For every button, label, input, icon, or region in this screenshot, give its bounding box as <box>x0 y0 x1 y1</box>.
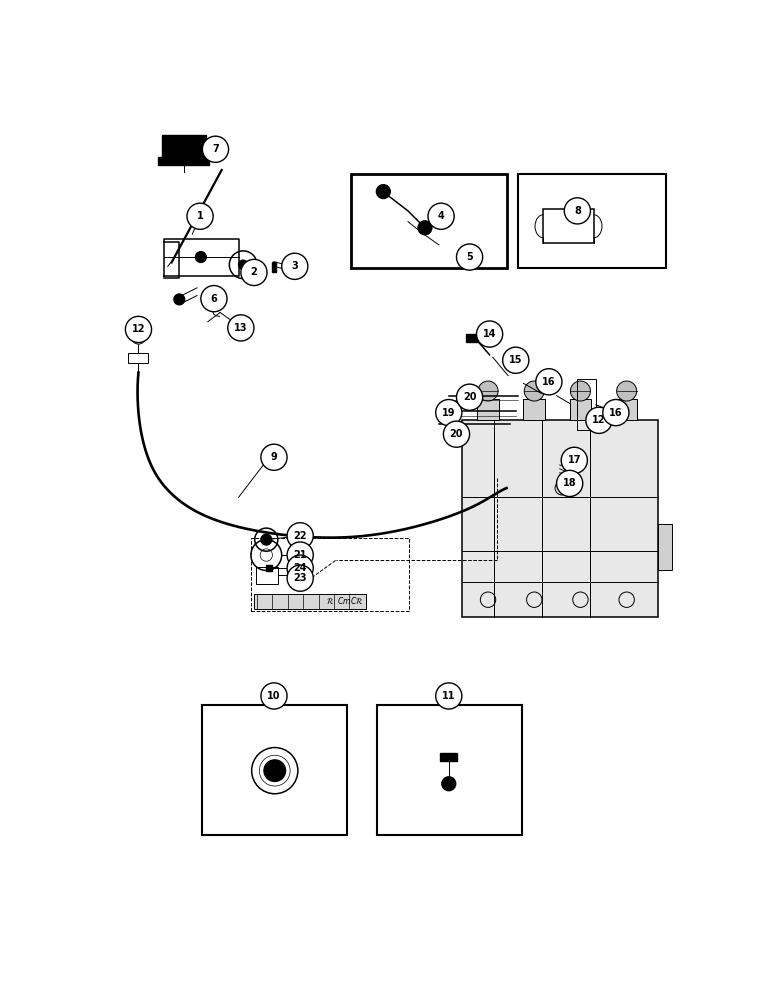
Text: 24: 24 <box>293 563 307 573</box>
Circle shape <box>435 400 462 426</box>
Bar <box>462 420 659 617</box>
Text: 10: 10 <box>267 691 281 701</box>
Text: 3: 3 <box>291 261 298 271</box>
Circle shape <box>586 407 612 433</box>
Circle shape <box>174 294 185 305</box>
Text: 20: 20 <box>450 429 463 439</box>
Circle shape <box>201 286 227 312</box>
Bar <box>161 135 206 158</box>
Bar <box>266 565 273 571</box>
Circle shape <box>536 369 562 395</box>
Circle shape <box>241 259 267 286</box>
Bar <box>202 705 347 835</box>
Bar <box>128 353 148 363</box>
Text: 21: 21 <box>293 550 307 560</box>
Text: 7: 7 <box>212 144 218 154</box>
Bar <box>616 399 638 420</box>
Text: 12: 12 <box>132 324 145 334</box>
Circle shape <box>377 185 391 199</box>
Circle shape <box>564 198 591 224</box>
Circle shape <box>261 444 287 470</box>
Bar <box>251 538 408 611</box>
Circle shape <box>287 565 313 591</box>
Circle shape <box>125 316 151 343</box>
Circle shape <box>287 523 313 549</box>
Bar <box>518 174 666 268</box>
Circle shape <box>435 683 462 709</box>
Bar <box>378 705 522 835</box>
Circle shape <box>261 683 287 709</box>
Bar <box>659 524 672 570</box>
Bar <box>466 334 483 342</box>
Bar <box>440 753 457 761</box>
Circle shape <box>617 381 637 401</box>
Circle shape <box>571 381 591 401</box>
Circle shape <box>524 381 544 401</box>
Bar <box>256 567 278 584</box>
Text: 13: 13 <box>234 323 248 333</box>
Text: 15: 15 <box>509 355 523 365</box>
Bar <box>577 379 596 430</box>
Text: 23: 23 <box>293 573 307 583</box>
Circle shape <box>187 203 213 229</box>
Text: 16: 16 <box>609 408 623 418</box>
Bar <box>273 262 276 272</box>
Text: 18: 18 <box>563 478 577 488</box>
Text: 20: 20 <box>463 392 476 402</box>
Circle shape <box>418 221 432 235</box>
Bar <box>477 399 499 420</box>
Bar <box>158 157 209 165</box>
Text: 8: 8 <box>574 206 581 216</box>
Text: 22: 22 <box>293 531 307 541</box>
Circle shape <box>239 260 248 269</box>
Bar <box>254 594 366 609</box>
Circle shape <box>443 421 469 447</box>
Text: 19: 19 <box>442 408 455 418</box>
Text: 14: 14 <box>482 329 496 339</box>
Circle shape <box>503 347 529 373</box>
Text: 6: 6 <box>211 294 217 304</box>
Text: 16: 16 <box>542 377 556 387</box>
Bar <box>351 174 506 268</box>
Text: 12: 12 <box>592 415 606 425</box>
Circle shape <box>428 203 454 229</box>
Text: 17: 17 <box>567 455 581 465</box>
Bar <box>543 209 594 243</box>
Circle shape <box>561 447 587 473</box>
Text: 11: 11 <box>442 691 455 701</box>
Circle shape <box>456 244 482 270</box>
Text: 2: 2 <box>251 267 257 277</box>
Circle shape <box>282 253 308 279</box>
Circle shape <box>264 760 286 781</box>
Circle shape <box>456 384 482 410</box>
Bar <box>570 399 591 420</box>
Circle shape <box>287 555 313 581</box>
Bar <box>523 399 545 420</box>
Text: 1: 1 <box>197 211 204 221</box>
Circle shape <box>478 381 498 401</box>
Circle shape <box>603 400 629 426</box>
Circle shape <box>557 470 583 497</box>
Circle shape <box>202 136 229 162</box>
Text: $\mathcal{R}$  CmC$\mathcal{R}$: $\mathcal{R}$ CmC$\mathcal{R}$ <box>326 595 364 606</box>
Circle shape <box>287 542 313 568</box>
Circle shape <box>442 777 455 791</box>
Text: 9: 9 <box>271 452 277 462</box>
Circle shape <box>195 252 206 262</box>
Circle shape <box>228 315 254 341</box>
Text: 5: 5 <box>466 252 473 262</box>
Circle shape <box>261 534 272 545</box>
Circle shape <box>476 321 503 347</box>
Text: 4: 4 <box>438 211 445 221</box>
